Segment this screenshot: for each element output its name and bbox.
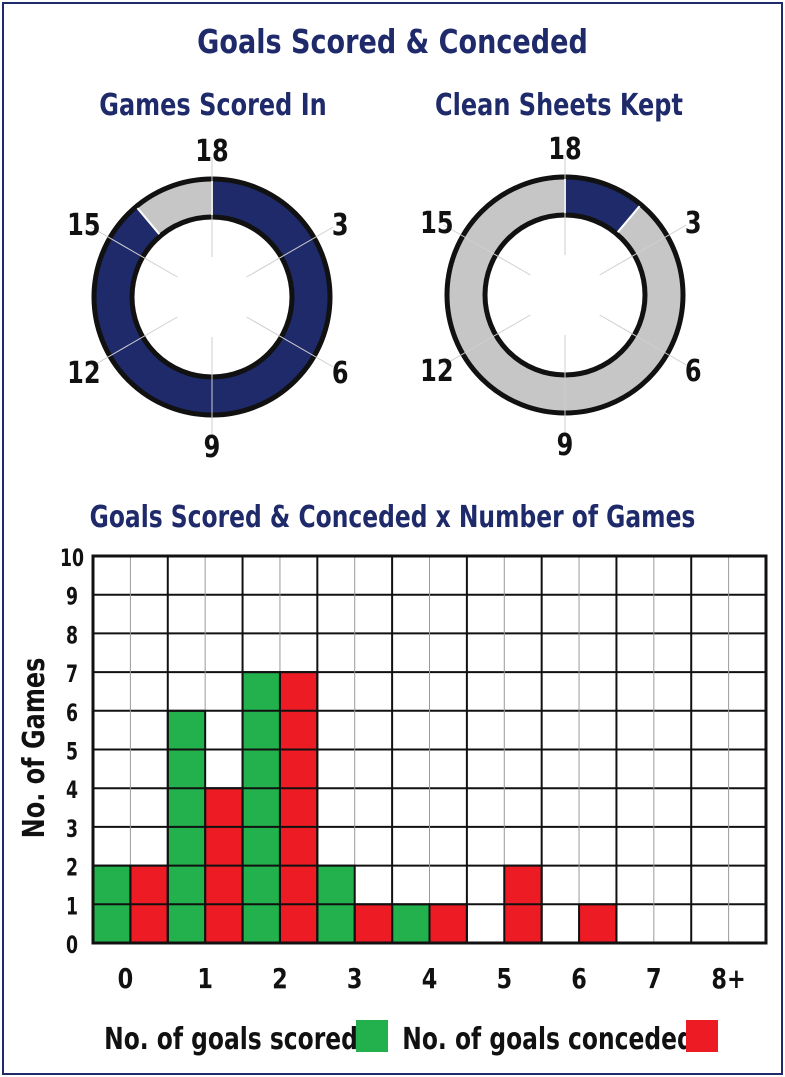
x-tick-label-8+: 8+ [711,961,745,994]
x-tick-label-6: 6 [571,961,587,994]
y-tick-label-2: 2 [66,854,78,882]
x-tick-label-4: 4 [422,961,438,994]
games-scored-slice-divider-1 [136,207,161,235]
y-tick-label-4: 4 [66,776,78,804]
legend-swatch-conceded [686,1020,718,1052]
bar-conceded-4 [429,904,467,943]
games-scored-tick-line-2 [246,316,334,368]
clean-sheets-tick-label-9: 9 [557,428,574,462]
bar-scored-2 [242,672,280,943]
bar-conceded-3 [354,904,393,943]
clean-sheets-tick-label-12: 12 [420,354,453,388]
x-tick-label-5: 5 [496,961,512,994]
clean-sheets-tick-line-5 [443,224,531,276]
x-tick-label-1: 1 [197,961,213,994]
games-scored-tick-label-3: 3 [332,208,349,242]
x-tick-label-7: 7 [646,961,662,994]
clean-sheets-tick-label-15: 15 [420,206,453,240]
bar-conceded-2 [279,672,318,943]
x-tick-label-3: 3 [347,961,363,994]
bar-chart-title: Goals Scored & Conceded x Number of Game… [89,500,696,535]
clean-sheets-tick-label-3: 3 [685,206,702,240]
clean-sheets-tick-label-6: 6 [685,354,702,388]
games-scored-tick-label-15: 15 [67,208,100,242]
legend-swatch-scored [356,1020,388,1052]
clean-sheets-tick-line-1 [599,224,687,276]
games-scored-tick-line-1 [246,226,334,278]
games-scored-tick-label-18: 18 [195,134,228,168]
y-tick-label-1: 1 [66,892,78,920]
clean-sheets-remainder-slice [446,177,683,413]
y-tick-label-9: 9 [66,583,78,611]
y-axis-label: No. of Games [17,658,51,839]
clean-sheets-tick-line-2 [599,314,687,366]
x-tick-label-2: 2 [272,961,288,994]
games-scored-tick-label-6: 6 [332,356,349,390]
y-tick-label-8: 8 [66,622,78,650]
main-title: Goals Scored & Conceded [197,22,588,61]
games-scored-tick-line-4 [90,316,178,368]
y-tick-label-3: 3 [66,815,78,843]
x-tick-label-0: 0 [118,961,134,994]
bar-plot-border [91,554,768,945]
clean-sheets-value-slice [565,177,641,234]
y-tick-label-5: 5 [66,738,78,766]
y-tick-label-10: 10 [60,544,84,572]
games-scored-remainder-slice [136,179,212,236]
y-tick-label-0: 0 [66,931,78,959]
games-scored-value-slice [93,179,330,415]
clean-sheets-tick-line-4 [443,314,531,366]
y-tick-label-6: 6 [66,699,78,727]
donut-games-scored-title: Games Scored In [99,88,327,123]
clean-sheets-slice-divider-1 [616,205,641,233]
clean-sheets-tick-label-18: 18 [548,132,581,166]
bar-conceded-6 [579,904,617,943]
legend-label-scored: No. of goals scored [104,1022,358,1057]
games-scored-tick-label-9: 9 [204,430,221,464]
games-scored-tick-line-5 [90,226,178,278]
donut-clean-sheets-title: Clean Sheets Kept [435,88,683,123]
y-tick-label-7: 7 [66,660,78,688]
games-scored-tick-label-12: 12 [67,356,100,390]
legend-label-conceded: No. of goals conceded [402,1022,693,1057]
bar-scored-4 [392,904,430,943]
